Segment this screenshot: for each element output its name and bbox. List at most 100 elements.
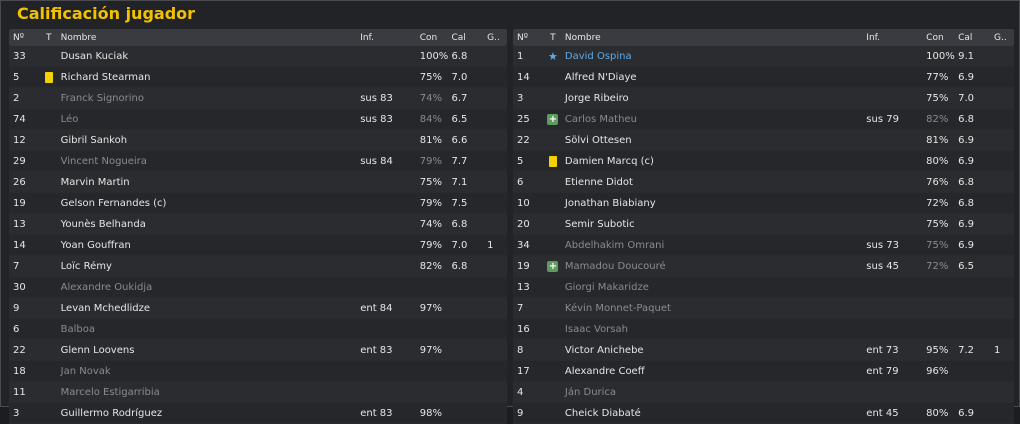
header-t[interactable]: T [550,32,556,43]
player-name[interactable]: Mamadou Doucouré [564,260,666,272]
player-name[interactable]: Léo [60,113,79,125]
player-row[interactable]: 22 Glenn Loovens ent 83 97% [9,340,507,361]
player-name[interactable]: Balboa [60,323,96,335]
player-name[interactable]: David Ospina [564,50,632,62]
player-row[interactable]: 2 Franck Signorino sus 83 74% 6.7 [9,88,507,109]
player-name[interactable]: Gelson Fernandes (c) [60,197,167,209]
player-row[interactable]: 13 Giorgi Makaridze [513,277,1014,298]
yellow-card-icon [44,71,53,83]
player-condition: 72% [926,197,949,209]
player-number: 17 [517,365,530,377]
player-row[interactable]: 14 Yoan Gouffran 79% 7.0 1 [9,235,507,256]
player-name[interactable]: Alexandre Coeff [564,365,645,377]
player-row[interactable]: 30 Alexandre Oukidja [9,277,507,298]
player-row[interactable]: 3 Jorge Ribeiro 75% 7.0 [513,88,1014,109]
player-rating: 7.2 [958,344,975,356]
player-status-icon [543,130,563,150]
player-row[interactable]: 29 Vincent Nogueira sus 84 79% 7.7 [9,151,507,172]
header-name[interactable]: Nombre [564,32,601,43]
player-name[interactable]: Cheick Diabaté [564,407,641,419]
player-row[interactable]: 22 Sölvi Ottesen 81% 6.9 [513,130,1014,151]
player-row[interactable]: 9 Cheick Diabaté ent 45 80% 6.9 [513,403,1014,424]
player-row[interactable]: 5 Damien Marcq (c) 80% 6.9 [513,151,1014,172]
player-status-icon [39,235,59,255]
player-row[interactable]: 8 Victor Anichebe ent 73 95% 7.2 1 [513,340,1014,361]
player-row[interactable]: 4 Ján Ďurica [513,382,1014,403]
player-condition: 84% [419,113,442,125]
player-name[interactable]: Kévin Monnet-Paquet [564,302,671,314]
player-name[interactable]: Loïc Rémy [60,260,112,272]
player-row[interactable]: 12 Gibril Sankoh 81% 6.6 [9,130,507,151]
player-row[interactable]: 16 Isaac Vorsah [513,319,1014,340]
player-name[interactable]: Alfred N'Diaye [564,71,637,83]
header-cal[interactable]: Cal [451,32,466,43]
player-row[interactable]: 18 Jan Novak [9,361,507,382]
player-row[interactable]: 19 Gelson Fernandes (c) 79% 7.5 [9,193,507,214]
player-row[interactable]: 34 Abdelhakim Omrani sus 73 75% 6.9 [513,235,1014,256]
player-row[interactable]: 20 Semir Subotic 75% 6.9 [513,214,1014,235]
player-name[interactable]: Yoan Gouffran [60,239,131,251]
player-row[interactable]: 14 Alfred N'Diaye 77% 6.9 [513,67,1014,88]
player-name[interactable]: Sölvi Ottesen [564,134,632,146]
player-name[interactable]: Marvin Martin [60,176,130,188]
player-name[interactable]: Levan Mchedlidze [60,302,151,314]
player-name[interactable]: Jorge Ribeiro [564,92,629,104]
player-name[interactable]: Gibril Sankoh [60,134,128,146]
player-row[interactable]: 13 Younès Belhanda 74% 6.8 [9,214,507,235]
player-row[interactable]: 6 Balboa [9,319,507,340]
header-goals[interactable]: G.. [487,32,500,43]
header-number[interactable]: Nº [13,32,24,43]
player-row[interactable]: 25 + Carlos Matheu sus 79 82% 6.8 [513,109,1014,130]
header-inf[interactable]: Inf. [866,32,881,43]
player-name[interactable]: Jan Novak [60,365,111,377]
player-name[interactable]: Marcelo Estigarribia [60,386,160,398]
player-condition: 75% [926,92,949,104]
player-name[interactable]: Abdelhakim Omrani [564,239,665,251]
player-name[interactable]: Richard Stearman [60,71,151,83]
header-con[interactable]: Con [926,32,944,43]
player-row[interactable]: 11 Marcelo Estigarribia [9,382,507,403]
player-info: ent 79 [866,365,899,377]
player-condition: 75% [419,176,442,188]
player-name[interactable]: Etienne Didot [564,176,633,188]
player-status-icon [543,172,563,192]
player-row[interactable]: 19 + Mamadou Doucouré sus 45 72% 6.5 [513,256,1014,277]
player-status-icon [39,109,59,129]
header-inf[interactable]: Inf. [360,32,374,43]
player-name[interactable]: Alexandre Oukidja [60,281,153,293]
player-row[interactable]: 6 Etienne Didot 76% 6.8 [513,172,1014,193]
player-row[interactable]: 26 Marvin Martin 75% 7.1 [9,172,507,193]
player-name[interactable]: Vincent Nogueira [60,155,147,167]
player-row[interactable]: 7 Kévin Monnet-Paquet [513,298,1014,319]
player-name[interactable]: Jonathan Biabiany [564,197,656,209]
player-name[interactable]: Victor Anichebe [564,344,644,356]
player-row[interactable]: 33 Dusan Kuciak 100% 6.8 [9,46,507,67]
player-row[interactable]: 10 Jonathan Biabiany 72% 6.8 [513,193,1014,214]
player-rating: 7.0 [958,92,975,104]
player-name[interactable]: Ján Ďurica [564,386,617,398]
player-name[interactable]: Damien Marcq (c) [564,155,654,167]
player-name[interactable]: Dusan Kuciak [60,50,129,62]
header-name[interactable]: Nombre [60,32,97,43]
player-row[interactable]: 5 Richard Stearman 75% 7.0 [9,67,507,88]
header-con[interactable]: Con [419,32,438,43]
player-name[interactable]: Glenn Loovens [60,344,135,356]
player-name[interactable]: Giorgi Makaridze [564,281,649,293]
player-name[interactable]: Guillermo Rodríguez [60,407,163,419]
header-t[interactable]: T [45,32,52,43]
player-name[interactable]: Semir Subotic [564,218,635,230]
player-row[interactable]: 3 Guillermo Rodríguez ent 83 98% [9,403,507,424]
player-row[interactable]: 74 Léo sus 83 84% 6.5 [9,109,507,130]
header-goals[interactable]: G.. [994,32,1007,43]
header-number[interactable]: Nº [517,32,528,43]
player-name[interactable]: Franck Signorino [60,92,144,104]
player-row[interactable]: 7 Loïc Rémy 82% 6.8 [9,256,507,277]
player-row[interactable]: 1 ★ David Ospina 100% 9.1 [513,46,1014,67]
player-row[interactable]: 17 Alexandre Coeff ent 79 96% [513,361,1014,382]
player-name[interactable]: Isaac Vorsah [564,323,628,335]
player-row[interactable]: 9 Levan Mchedlidze ent 84 97% [9,298,507,319]
player-name[interactable]: Younès Belhanda [60,218,146,230]
player-name[interactable]: Carlos Matheu [564,113,637,125]
header-cal[interactable]: Cal [958,32,973,43]
player-condition: 96% [926,365,949,377]
